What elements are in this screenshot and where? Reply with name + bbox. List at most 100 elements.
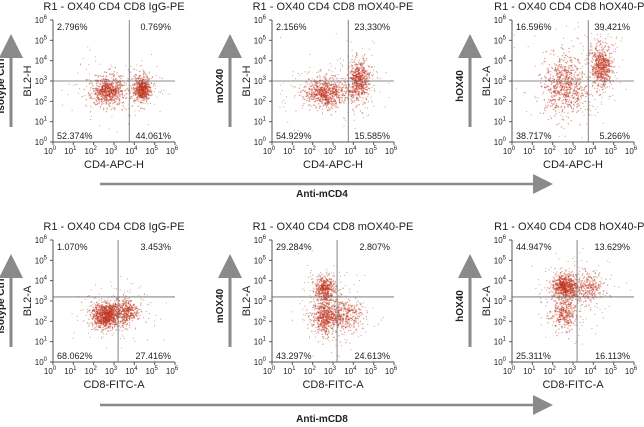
event-dot	[311, 83, 314, 85]
event-dot	[330, 114, 333, 116]
event-dot	[101, 82, 103, 84]
event-dot	[594, 39, 596, 41]
event-dot	[145, 95, 147, 98]
x-tick-label: 100	[263, 146, 276, 156]
event-dot	[551, 67, 554, 70]
event-dot	[105, 101, 107, 104]
event-dot	[600, 46, 603, 49]
event-dot	[102, 109, 105, 111]
event-dot	[141, 81, 143, 84]
event-dot	[556, 66, 559, 69]
event-dot	[108, 93, 111, 96]
event-dot	[573, 73, 576, 76]
event-dot	[302, 104, 304, 107]
event-dot	[616, 78, 618, 80]
event-dot	[589, 71, 592, 73]
event-dot	[366, 76, 368, 79]
event-dot	[310, 85, 312, 87]
event-dot	[590, 42, 592, 45]
event-dot	[136, 77, 139, 79]
event-dot	[588, 52, 590, 54]
x-tick-label: 101	[283, 146, 296, 156]
event-dot	[285, 96, 287, 98]
event-dot	[621, 37, 623, 39]
event-dot	[71, 109, 73, 111]
event-dot	[118, 99, 121, 102]
quadrant-upper-right-pct: 23.330%	[354, 22, 390, 32]
event-dot	[549, 77, 551, 79]
event-dot	[140, 85, 143, 87]
event-dot	[337, 85, 339, 87]
event-dot	[146, 96, 148, 99]
event-dot	[563, 48, 565, 50]
event-dot	[152, 76, 154, 78]
event-dot	[108, 128, 110, 130]
event-dot	[336, 93, 339, 96]
event-dot	[560, 114, 562, 116]
event-dot	[555, 86, 558, 88]
event-dot	[298, 74, 300, 76]
event-dot	[577, 96, 579, 98]
event-dot	[356, 54, 358, 56]
event-dot	[97, 85, 100, 88]
event-dot	[93, 88, 95, 90]
event-dot	[321, 108, 324, 110]
event-dot	[315, 107, 317, 109]
event-dot	[109, 93, 111, 95]
event-dot	[576, 69, 578, 71]
event-dot	[113, 95, 115, 98]
event-dot	[127, 290, 129, 292]
event-dot	[366, 115, 368, 117]
event-dot	[101, 85, 104, 87]
event-dot	[118, 90, 121, 93]
event-dot	[94, 93, 97, 96]
event-dot	[117, 87, 120, 89]
event-dot	[110, 64, 112, 66]
y-tick-label: 102	[494, 96, 507, 106]
event-dot	[122, 96, 125, 99]
event-dot	[361, 77, 364, 80]
event-dot	[113, 109, 116, 111]
event-dot	[611, 43, 613, 46]
event-dot	[593, 106, 595, 108]
event-dot	[590, 32, 592, 34]
event-dot	[612, 66, 614, 68]
event-dot	[110, 90, 113, 92]
y-tick-label: 101	[494, 117, 507, 127]
event-dot	[345, 119, 347, 122]
event-dot	[108, 84, 111, 87]
event-dot	[351, 66, 353, 68]
quadrant-lower-right-pct: 5.266%	[599, 131, 630, 141]
event-dot	[594, 67, 597, 70]
event-dot	[102, 91, 105, 94]
event-dot	[318, 89, 321, 92]
event-dot	[541, 62, 543, 65]
event-dot	[356, 98, 358, 100]
event-dot	[146, 93, 148, 96]
event-dot	[116, 103, 118, 106]
event-dot	[96, 88, 98, 91]
event-dot	[141, 82, 143, 85]
event-dot	[551, 66, 553, 69]
event-dot	[566, 103, 568, 105]
event-dot	[360, 75, 363, 78]
event-dot	[105, 71, 108, 74]
event-dots	[61, 46, 170, 138]
event-dot	[565, 91, 567, 93]
event-dot	[592, 72, 595, 75]
event-dot	[116, 103, 118, 105]
event-dot	[377, 77, 379, 80]
event-dot	[110, 90, 113, 92]
event-dot	[138, 96, 141, 98]
event-dot	[358, 71, 361, 74]
event-dot	[281, 101, 283, 103]
event-dot	[116, 98, 118, 100]
event-dot	[340, 78, 342, 80]
event-dot	[560, 93, 562, 96]
event-dot	[367, 72, 369, 74]
event-dot	[294, 94, 296, 97]
event-dot	[111, 334, 113, 336]
event-dot	[598, 89, 600, 91]
quadrant-upper-right-pct: 39.421%	[594, 22, 630, 32]
event-dot	[575, 111, 578, 114]
